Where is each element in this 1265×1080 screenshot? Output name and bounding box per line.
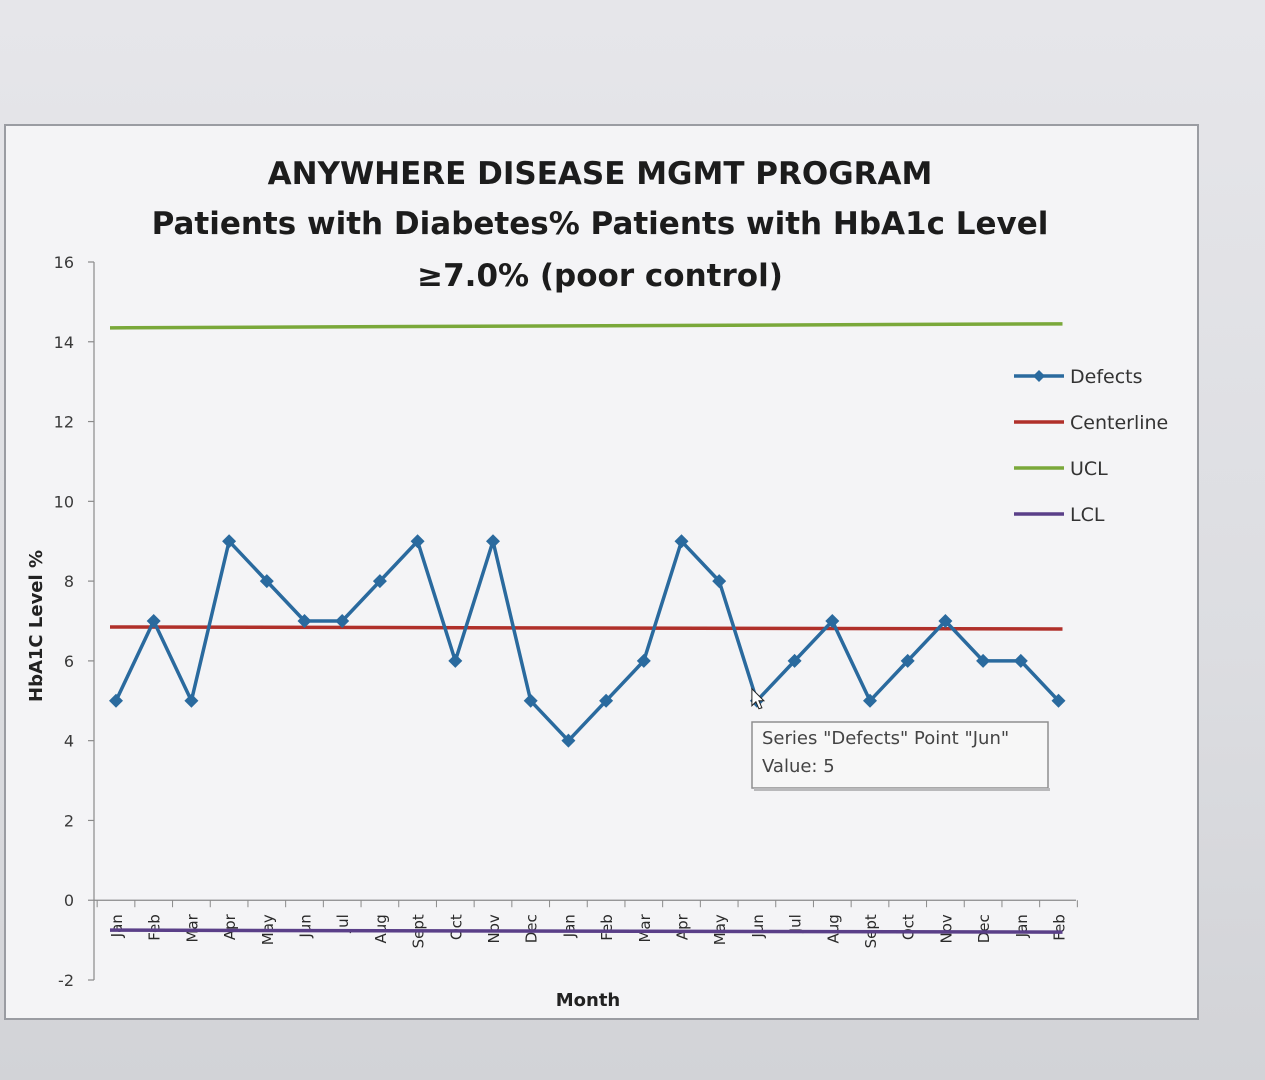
x-tick-label: Nov	[485, 914, 503, 943]
defects-point[interactable]	[146, 614, 161, 628]
centerline-line	[109, 625, 1063, 631]
tooltip-line-1: Series "Defects" Point "Jun"	[762, 728, 1009, 749]
x-tick-label: Aug	[372, 914, 390, 943]
legend-label: LCL	[1070, 504, 1105, 526]
x-tick-label: Jun	[297, 914, 315, 938]
chart-subtitle-line-1: Patients with Diabetes% Patients with Hb…	[152, 206, 1049, 242]
x-tick-label: Apr	[674, 913, 692, 940]
y-tick-label: 8	[64, 572, 74, 591]
x-tick-label: Jul	[334, 914, 352, 933]
y-tick-label: 6	[64, 652, 74, 671]
y-axis: -2 0 2 4 6 8 10 12 14 16	[54, 253, 95, 990]
x-tick-label: Feb	[598, 914, 616, 941]
x-tick-label: Jan	[108, 914, 126, 938]
y-tick-label: 4	[64, 732, 74, 751]
chart-area[interactable]: ANYWHERE DISEASE MGMT PROGRAM Patients w…	[4, 124, 1199, 1020]
defects-point[interactable]	[938, 614, 953, 628]
defects-point[interactable]	[259, 574, 274, 589]
legend: Defects Centerline UCL LCL	[1014, 366, 1168, 526]
defects-point[interactable]	[787, 653, 802, 668]
control-lines	[109, 322, 1063, 934]
defects-point[interactable]	[109, 693, 123, 708]
y-tick-label: 10	[54, 492, 74, 511]
x-axis-title: Month	[556, 990, 621, 1011]
defects-point[interactable]	[636, 653, 651, 668]
legend-label: Defects	[1070, 366, 1143, 388]
defects-line	[114, 539, 1060, 743]
y-axis-title: HbA1C Level %	[26, 550, 47, 702]
defects-point[interactable]	[297, 614, 312, 628]
ucl-line	[109, 322, 1063, 330]
x-tick-label: Nov	[937, 914, 955, 943]
x-tick-label: Oct	[447, 914, 465, 940]
x-tick-label: Aug	[824, 914, 842, 943]
y-tick-label: 16	[54, 253, 74, 272]
defects-point[interactable]	[1013, 653, 1028, 668]
defects-point[interactable]	[599, 693, 614, 708]
defects-point[interactable]	[825, 614, 840, 628]
defects-point[interactable]	[561, 733, 576, 748]
x-tick-label: Jul	[787, 914, 805, 933]
x-tick-label: Dec	[975, 914, 993, 943]
defects-point[interactable]	[523, 693, 538, 708]
defects-point[interactable]	[184, 693, 199, 708]
x-tick-label: Jan	[560, 914, 578, 938]
x-tick-label: Jan	[1013, 914, 1031, 938]
chart-title: ANYWHERE DISEASE MGMT PROGRAM	[268, 156, 933, 192]
defects-point[interactable]	[372, 574, 387, 589]
lcl-line	[109, 928, 1063, 934]
defects-point[interactable]	[222, 534, 237, 549]
tooltip-box	[751, 721, 1049, 789]
y-tick-label: 12	[54, 413, 74, 432]
tooltip-line-2: Value: 5	[762, 756, 835, 777]
defects-point[interactable]	[448, 653, 463, 668]
chart-svg: ANYWHERE DISEASE MGMT PROGRAM Patients w…	[26, 156, 1168, 1011]
mouse-cursor-icon	[751, 687, 766, 710]
y-tick-label: 2	[64, 811, 74, 830]
defects-point[interactable]	[1051, 693, 1066, 708]
x-tick-label: Apr	[221, 913, 239, 940]
y-tick-label: 0	[64, 891, 74, 910]
chart-subtitle-line-2: ≥7.0% (poor control)	[417, 258, 783, 294]
defects-point[interactable]	[863, 693, 877, 708]
x-tick-label: Mar	[183, 913, 201, 942]
legend-marker	[1033, 370, 1045, 382]
x-tick-label: Oct	[900, 914, 918, 940]
defects-series[interactable]	[109, 534, 1066, 748]
x-tick-label: Dec	[523, 914, 541, 943]
defects-point[interactable]	[674, 534, 689, 549]
x-axis: JanFebMarAprMayJunJulAugSeptOctNovDecJan…	[94, 899, 1078, 948]
tooltip: Series "Defects" Point "Jun" Value: 5	[751, 721, 1050, 791]
defects-point[interactable]	[486, 534, 500, 549]
x-tick-label: Feb	[1051, 914, 1069, 941]
defects-point[interactable]	[900, 653, 915, 668]
x-tick-label: Feb	[146, 914, 164, 941]
tooltip-shadow	[754, 788, 1050, 791]
x-tick-label: Mar	[636, 913, 654, 942]
legend-label: UCL	[1070, 458, 1108, 480]
defects-point[interactable]	[335, 614, 350, 628]
x-tick-label: Jun	[749, 914, 767, 938]
defects-point[interactable]	[712, 574, 727, 589]
y-tick-label: -2	[58, 971, 74, 990]
defects-point[interactable]	[410, 534, 425, 549]
y-tick-label: 14	[54, 333, 74, 352]
defects-point[interactable]	[976, 653, 991, 668]
legend-label: Centerline	[1070, 412, 1168, 434]
